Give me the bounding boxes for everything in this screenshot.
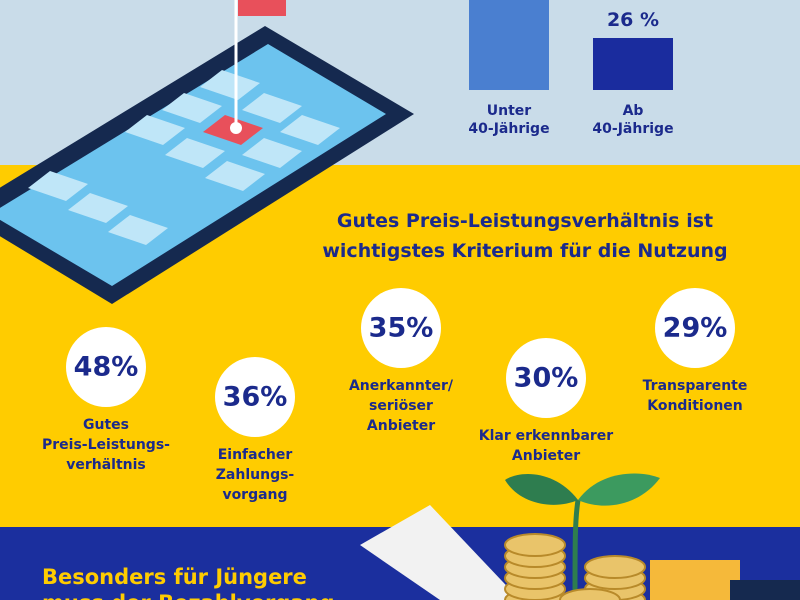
bar-value-label: 26 % — [607, 9, 659, 31]
leaf — [505, 474, 578, 505]
coin — [584, 555, 646, 579]
section-title: Gutes Preis-Leistungsverhältnis ist — [337, 210, 713, 232]
leaf — [578, 473, 660, 506]
stat-circle — [506, 338, 586, 418]
stat-percent: 48% — [74, 352, 139, 383]
stat-label: Preis-Leistungs- — [42, 437, 170, 453]
stat-percent: 30% — [514, 363, 579, 394]
stat-label: Zahlungs- — [216, 467, 295, 483]
bottom-title: Besonders für Jüngere — [42, 565, 307, 589]
tile — [108, 215, 168, 245]
stat-label: Konditionen — [647, 398, 743, 414]
stat-circle — [215, 357, 295, 437]
coins — [504, 533, 646, 600]
stat-label: vorgang — [222, 487, 287, 503]
section-title: wichtigstes Kriterium für die Nutzung — [322, 240, 727, 262]
stat-label: Einfacher — [218, 447, 293, 463]
coin — [504, 533, 566, 557]
stat-label: verhältnis — [66, 457, 146, 473]
tile — [125, 115, 185, 145]
bar-under-40 — [469, 0, 549, 90]
tile — [242, 138, 302, 168]
stat-circle — [361, 288, 441, 368]
bar-label: 40-Jährige — [468, 121, 549, 137]
stat-circle — [66, 327, 146, 407]
stat-label: Klar erkennbarer — [479, 428, 614, 444]
stem — [572, 499, 581, 600]
stat-label: seriöser — [369, 398, 433, 414]
tile — [165, 138, 225, 168]
tile — [162, 93, 222, 123]
tile — [200, 70, 260, 100]
stat-label: Anbieter — [367, 418, 435, 434]
bottom-title: muss der Bezahlvorgang — [42, 591, 335, 600]
app-tiles — [28, 70, 340, 245]
tile — [205, 161, 265, 191]
bar-label: 40-Jährige — [592, 121, 673, 137]
bar-over-40 — [593, 38, 673, 90]
stat-label: Gutes — [83, 417, 129, 433]
stat-label: Anerkannter/ — [349, 378, 454, 394]
stat-percent: 29% — [663, 313, 728, 344]
tile — [68, 193, 128, 223]
coin — [559, 588, 621, 600]
wallet — [730, 580, 800, 600]
tile — [280, 115, 340, 145]
stat-percent: 35% — [369, 313, 434, 344]
bar-label: Unter — [487, 103, 532, 119]
stat-label: Transparente — [643, 378, 748, 394]
tile — [28, 171, 88, 201]
paper — [360, 505, 520, 600]
bar-label: Ab — [623, 103, 644, 119]
stat-percent: 36% — [223, 382, 288, 413]
stat-label: Anbieter — [512, 448, 580, 464]
tile — [242, 93, 302, 123]
stat-circle — [655, 288, 735, 368]
pin — [230, 122, 242, 134]
card — [650, 560, 740, 600]
flag — [238, 0, 286, 16]
